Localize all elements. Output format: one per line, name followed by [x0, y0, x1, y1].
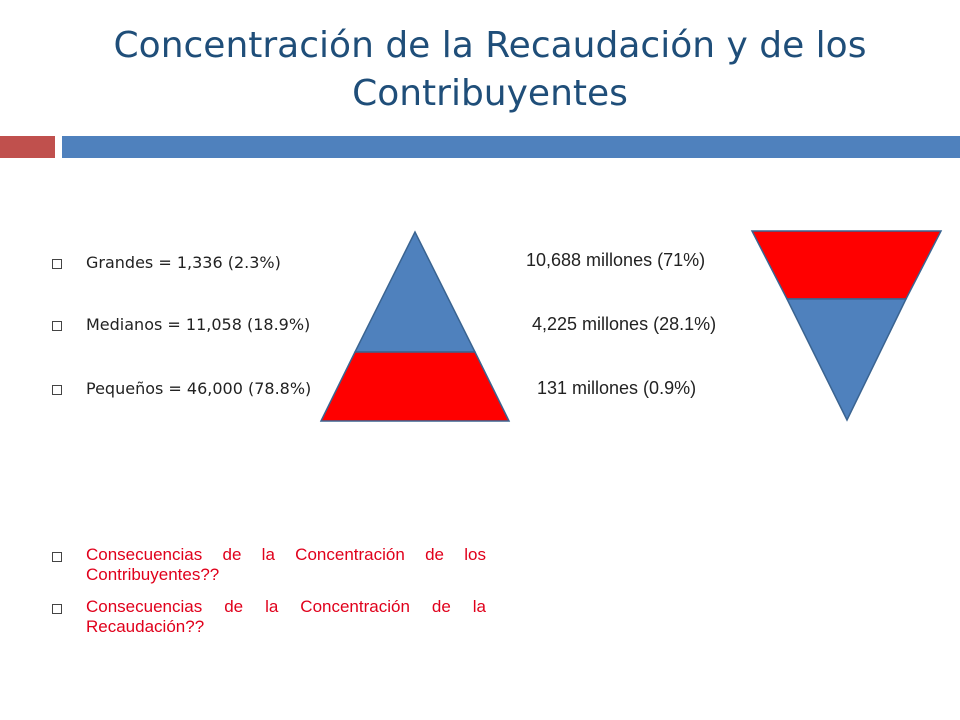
title-accent-bar-blue	[62, 136, 960, 158]
pyramid-bottom-section	[319, 351, 511, 422]
stat-item-medianos: Medianos = 11,058 (18.9%)	[52, 314, 310, 336]
bullet-square-icon	[52, 552, 62, 562]
amount-grandes: 10,688 millones (71%)	[526, 250, 706, 270]
question-item-contribuyentes: Consecuencias de la Concentración de los…	[52, 545, 486, 585]
title-accent-bar-red	[0, 136, 55, 158]
question-item-recaudacion: Consecuencias de la Concentración de la …	[52, 597, 486, 637]
amount-pequenos: 131 millones (0.9%)	[537, 378, 697, 398]
bullet-square-icon	[52, 321, 62, 331]
stat-pequenos-text: Pequeños = 46,000 (78.8%)	[86, 379, 312, 398]
inverted-pyramid-top-section	[750, 230, 943, 300]
stat-item-grandes: Grandes = 1,336 (2.3%)	[52, 252, 281, 274]
amount-medianos: 4,225 millones (28.1%)	[532, 314, 717, 334]
stat-item-pequenos: Pequeños = 46,000 (78.8%)	[52, 378, 311, 400]
inverted-pyramid-bottom-section	[785, 298, 908, 422]
bullet-square-icon	[52, 604, 62, 614]
question-recaudacion-text: Consecuencias de la Concentración de la …	[86, 597, 486, 636]
slide-title: Concentración de la Recaudación y de los…	[113, 25, 867, 114]
bullet-square-icon	[52, 259, 62, 269]
stat-grandes-text: Grandes = 1,336 (2.3%)	[86, 253, 281, 272]
question-contribuyentes-text: Consecuencias de la Concentración de los…	[86, 545, 486, 584]
stat-medianos-text: Medianos = 11,058 (18.9%)	[86, 315, 311, 334]
bullet-square-icon	[52, 385, 62, 395]
